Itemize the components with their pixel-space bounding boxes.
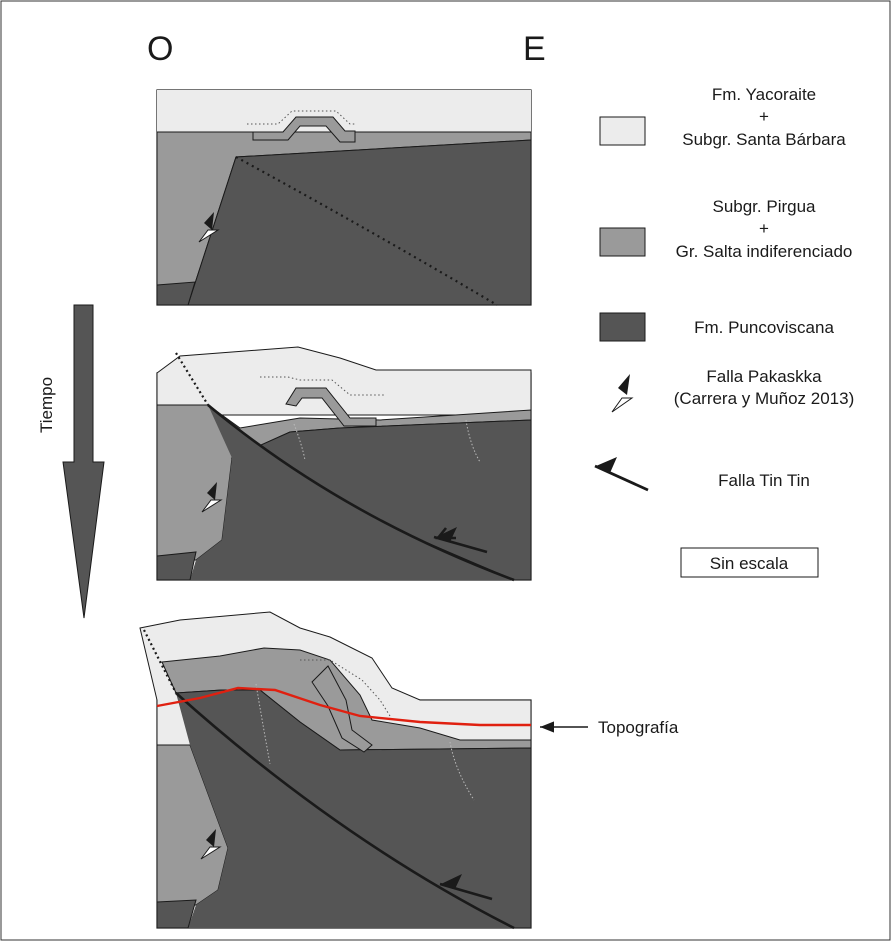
stage-3-fold-medium — [311, 665, 373, 753]
scale-note-box — [680, 547, 819, 578]
stage-3-minor-fault-2 — [449, 741, 475, 801]
stage-3-thrust-icon-head — [441, 874, 462, 889]
stage-3-fold-dotted — [300, 659, 391, 717]
stage-2-fold-medium — [285, 387, 377, 427]
stage-1-pakaskka-icon-black — [204, 212, 214, 230]
cross-section-stage-2 — [156, 346, 532, 582]
stage-1-light-unit — [157, 90, 531, 132]
legend-light-name2: Subgr. Santa Bárbara — [682, 130, 846, 149]
legend-medium-plus: + — [759, 219, 769, 238]
west-label: O — [147, 30, 173, 68]
time-label: Tiempo — [37, 377, 56, 433]
stage-2-dark-hanging-wall — [190, 405, 514, 580]
stage-3-pakaskka-icon-black — [206, 829, 216, 847]
cross-section-stage-3: Topografía — [139, 611, 679, 930]
legend: Fm. Yacoraite + Subgr. Santa Bárbara Sub… — [594, 85, 854, 578]
time-arrow: Tiempo — [37, 304, 105, 619]
legend-light-name: Fm. Yacoraite — [712, 85, 816, 104]
stage-1-pakaskka-icon-white — [198, 229, 220, 243]
stage-2-pakaskka-icon-white — [201, 499, 223, 513]
legend-medium-name: Subgr. Pirgua — [712, 197, 816, 216]
legend-pakaskka-line1: Falla Pakaskka — [706, 367, 822, 386]
legend-tintin-label: Falla Tin Tin — [718, 471, 810, 490]
legend-medium-name2: Gr. Salta indiferenciado — [676, 242, 853, 261]
stage-2-tintin-fault — [207, 404, 515, 582]
east-label: E — [523, 30, 546, 68]
stage-1-dark-footwall — [156, 281, 196, 306]
stage-2-light-unit — [156, 346, 532, 416]
stage-2-pakaskka-icon-black — [207, 482, 217, 500]
stage-2-dark-footwall — [156, 551, 197, 581]
stage-1-dark-unit — [187, 139, 532, 306]
stage-3-fault-dotted-extension — [143, 629, 177, 694]
stage-2-fold-dotted — [260, 376, 386, 396]
stage-3-dark-hanging-wall — [176, 693, 514, 928]
stage-2-minor-fault-2 — [465, 419, 481, 463]
cross-section-stage-1 — [156, 89, 532, 306]
stage-2-fault-dotted-extension — [175, 352, 209, 406]
legend-dark-name: Fm. Puncoviscana — [694, 318, 834, 337]
legend-swatch-light — [599, 116, 646, 146]
legend-pakaskka-line2: (Carrera y Muñoz 2013) — [674, 389, 854, 408]
stage-3-minor-fault-1 — [255, 683, 271, 765]
stage-3-tintin-fault — [175, 692, 515, 930]
legend-swatch-medium — [599, 227, 646, 257]
stage-3-pakaskka-icon-white — [200, 846, 222, 860]
legend-light-plus: + — [759, 107, 769, 126]
time-arrow-icon — [62, 304, 105, 619]
legend-thrust-icon — [594, 457, 649, 492]
stage-1-fold-dotted — [247, 110, 356, 125]
stage-3-dark-footwall — [156, 899, 197, 929]
stage-1-fold-medium — [252, 116, 356, 143]
topography-label: Topografía — [598, 718, 679, 737]
stage-3-topography-line — [156, 686, 531, 727]
legend-swatch-dark — [599, 312, 646, 342]
stage-1-future-fault-dotted — [235, 156, 498, 306]
scale-note: Sin escala — [710, 554, 789, 573]
legend-pakaskka-icon — [611, 374, 634, 413]
stage-2-thrust-icon-head — [436, 527, 457, 542]
